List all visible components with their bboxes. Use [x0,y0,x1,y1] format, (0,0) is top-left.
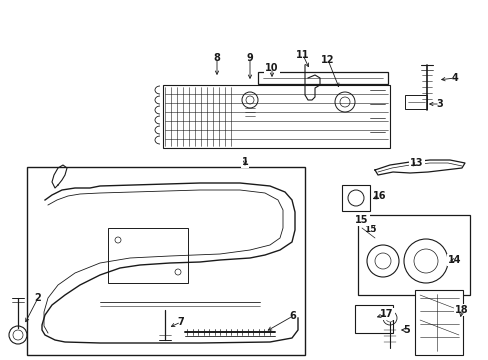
Bar [258,72,387,84]
Bar [354,305,392,333]
Text: 18: 18 [454,305,468,315]
Bar [27,167,305,355]
Text: 15: 15 [363,225,376,234]
Text: 8: 8 [213,53,220,63]
Text: 7: 7 [177,317,184,327]
Text: 6: 6 [289,311,296,321]
Text: 3: 3 [436,99,443,109]
Text: 12: 12 [321,55,334,65]
Text: 5: 5 [403,325,409,335]
Bar [341,185,369,211]
Text: 13: 13 [409,158,423,168]
Text: 14: 14 [447,255,461,265]
Bar [357,215,469,295]
Text: 9: 9 [246,53,253,63]
Bar [108,228,187,283]
Text: 2: 2 [35,293,41,303]
Bar [404,95,426,109]
Text: 4: 4 [451,73,457,83]
Text: 10: 10 [264,63,278,73]
Text: 1: 1 [241,157,248,167]
Text: 11: 11 [296,50,309,60]
Text: 16: 16 [372,191,386,201]
Bar [414,290,462,355]
Text: 17: 17 [380,309,393,319]
Bar [163,85,389,148]
Text: 15: 15 [354,215,368,225]
